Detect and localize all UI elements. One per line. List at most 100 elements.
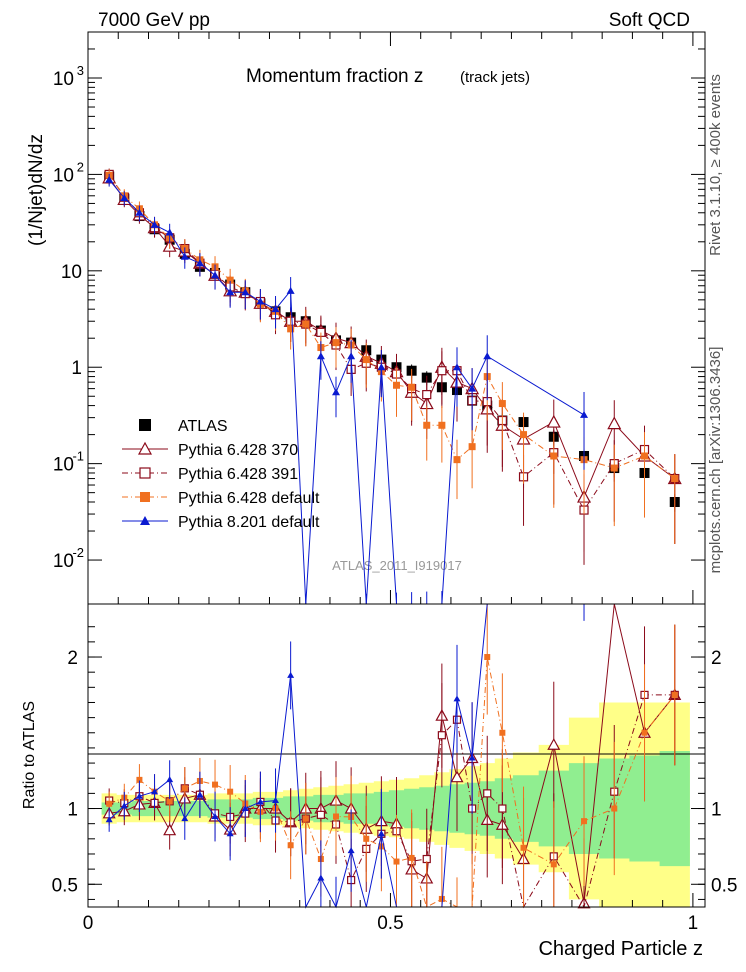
main-title: Momentum fraction z: [246, 66, 423, 87]
data-point: [241, 288, 250, 296]
ratio-panel: 0.5 0.51 12 20 0.5 1 Ratio to ATLAS Charged P…: [21, 32, 737, 960]
ratio-point: [166, 776, 174, 783]
ratio-y-tick-label: 2: [67, 648, 78, 669]
ratio-point: [211, 812, 219, 819]
legend-label: Pythia 6.428 391: [178, 466, 298, 483]
ratio-point: [347, 847, 355, 854]
data-point: [671, 475, 679, 483]
side-label-top: Rivet 3.1.10, ≥ 400k events: [707, 74, 724, 256]
x-tick-label: 0: [83, 913, 94, 934]
data-point: [165, 228, 174, 236]
ratio-point: [438, 895, 445, 902]
ratio-point: [227, 788, 234, 795]
ratio-point: [393, 858, 400, 865]
ratio-point: [363, 835, 370, 842]
ratio-point: [151, 788, 159, 795]
legend-label: Pythia 6.428 default: [178, 490, 320, 507]
ratio-point: [547, 737, 561, 750]
data-point: [498, 400, 506, 408]
ratio-point: [181, 785, 188, 792]
y-tick-exponent: -1: [72, 449, 84, 464]
ratio-point: [135, 792, 143, 799]
legend: ATLAS Pythia 6.428 370 Pythia 6.428 391 Pyt…: [122, 418, 320, 531]
header-left: 7000 GeV pp: [98, 10, 210, 31]
series-3: [105, 169, 679, 544]
x-tick-label: 0.5: [377, 913, 403, 934]
data-point: [453, 456, 461, 464]
ratio-point: [520, 844, 527, 851]
data-point: [150, 220, 159, 228]
ratio-band-inner: [101, 751, 690, 867]
y-tick-label: 10: [53, 165, 74, 186]
ratio-point: [136, 776, 143, 783]
y-tick-exponent: -2: [72, 545, 84, 560]
ratio-point: [498, 804, 507, 813]
legend-marker: [139, 467, 151, 479]
data-point: [423, 421, 431, 429]
ratio-point: [377, 830, 385, 837]
data-point: [393, 381, 400, 389]
ratio-series-4: [105, 603, 585, 909]
ratio-point: [671, 691, 678, 698]
y-tick-label: 10: [61, 262, 82, 283]
ratio-point: [241, 805, 249, 812]
data-point: [468, 443, 476, 451]
series-line: [108, 179, 585, 605]
ratio-point: [641, 729, 648, 736]
data-point: [546, 414, 561, 428]
x-tick-label: 1: [688, 913, 699, 934]
ratio-point: [106, 800, 113, 807]
ratio-point: [483, 789, 492, 798]
data-point: [377, 363, 386, 371]
header-right: Soft QCD: [609, 10, 690, 31]
ratio-point: [333, 813, 340, 820]
x-axis-label: Charged Particle z: [538, 938, 703, 960]
ratio-point: [468, 754, 476, 761]
y-tick-label: 10: [53, 455, 74, 476]
ratio-point: [581, 818, 588, 825]
ratio-point: [226, 830, 234, 837]
ratio-point: [317, 874, 325, 881]
data-point: [332, 339, 340, 347]
data-point: [105, 175, 114, 183]
data-point: [120, 193, 129, 201]
ratio-point: [163, 823, 177, 836]
data-point: [438, 421, 446, 429]
data-point: [452, 363, 461, 371]
data-point: [580, 410, 589, 418]
main-series-layer: [102, 168, 682, 605]
y-tick-label: 1: [71, 358, 82, 379]
data-point: [211, 271, 220, 279]
y-tick-exponent: 2: [77, 159, 84, 174]
ratio-y-tick-label-right: 0.5: [711, 875, 737, 896]
data-point: [422, 390, 432, 400]
data-point: [607, 416, 622, 430]
data-point: [302, 320, 310, 328]
data-point: [226, 276, 234, 284]
ratio-point: [550, 861, 557, 868]
series-0: [104, 171, 680, 512]
data-point: [180, 252, 189, 260]
ratio-point: [499, 729, 506, 736]
data-point: [550, 452, 558, 460]
legend-marker: [137, 441, 153, 455]
main-subtitle: (track jets): [460, 69, 530, 86]
ratio-point: [450, 770, 464, 783]
series-4: [105, 173, 589, 605]
ratio-point: [302, 815, 309, 822]
ratio-plot-frame: [87, 603, 706, 908]
main-y-axis-label: (1/Njet)dN/dz: [26, 134, 47, 246]
data-point: [362, 356, 370, 364]
ratio-y-tick-label-right: 1: [711, 800, 722, 821]
data-point: [408, 383, 416, 391]
legend-label: ATLAS: [178, 418, 228, 435]
y-tick-label: 10: [53, 551, 74, 572]
legend-marker: [139, 419, 151, 431]
ratio-point: [196, 791, 204, 798]
data-point: [226, 288, 235, 296]
data-point: [610, 464, 618, 472]
legend-marker: [140, 516, 150, 525]
y-tick-exponent: 3: [77, 63, 84, 78]
data-point: [195, 259, 204, 267]
data-point: [483, 352, 492, 360]
